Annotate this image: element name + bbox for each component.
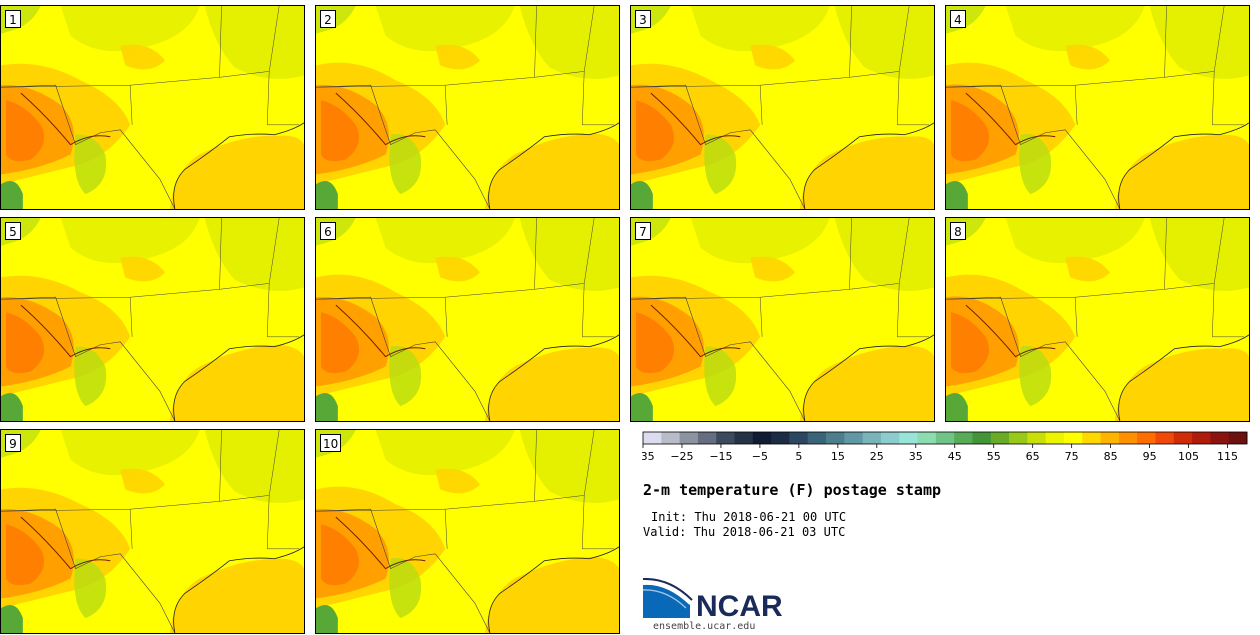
colorbar-bin <box>1082 432 1101 444</box>
colorbar-bin <box>1137 432 1156 444</box>
colorbar-bin <box>1027 432 1047 444</box>
colorbar-tick-label: 5 <box>795 450 802 463</box>
colorbar-bin <box>880 432 900 444</box>
colorbar-bin <box>716 432 735 444</box>
colorbar-tick-label: 35 <box>909 450 923 463</box>
colorbar-bin <box>807 432 827 444</box>
colorbar-bin <box>1210 432 1230 444</box>
colorbar-bin <box>990 432 1010 444</box>
temperature-map <box>1 218 304 421</box>
panel-number: 1 <box>5 10 21 28</box>
colorbar-tick-label: 75 <box>1065 450 1079 463</box>
panel-number: 9 <box>5 434 21 452</box>
temperature-map <box>946 6 1249 209</box>
colorbar-tick-label: −25 <box>670 450 693 463</box>
colorbar-tick-label: −5 <box>752 450 768 463</box>
colorbar-bin <box>1100 432 1120 444</box>
colorbar-bin <box>734 432 754 444</box>
colorbar-tick-label: 85 <box>1104 450 1118 463</box>
colorbar-bin <box>1063 432 1083 444</box>
map-panel-6: 6 <box>315 217 620 422</box>
init-time: Init: Thu 2018-06-21 00 UTC <box>651 510 847 524</box>
panel-number: 8 <box>950 222 966 240</box>
ncar-logo-mark <box>643 583 690 618</box>
map-panel-2: 2 <box>315 5 620 210</box>
colorbar-bin <box>972 432 992 444</box>
colorbar-bin <box>661 432 681 444</box>
colorbar-bin <box>917 432 937 444</box>
temperature-map <box>316 430 619 633</box>
colorbar-bin <box>954 432 973 444</box>
colorbar-tick-label: 115 <box>1217 450 1238 463</box>
ncar-logo: NCAR <box>642 578 783 622</box>
colorbar-tick-label: 45 <box>948 450 962 463</box>
map-panel-1: 1 <box>0 5 305 210</box>
colorbar-bin <box>752 432 772 444</box>
map-panel-10: 10 <box>315 429 620 634</box>
map-panel-4: 4 <box>945 5 1250 210</box>
temperature-colorbar: −35 −25 −15 −5 5 15 25 35 45 55 65 75 85 95 105 115 <box>642 431 1248 463</box>
colorbar-tick-label: 25 <box>870 450 884 463</box>
colorbar-bin <box>1228 432 1248 444</box>
temperature-map <box>946 218 1249 421</box>
map-panel-8: 8 <box>945 217 1250 422</box>
chart-title: 2-m temperature (F) postage stamp <box>643 481 942 499</box>
temperature-map <box>1 430 304 633</box>
colorbar-bin <box>1009 432 1028 444</box>
colorbar-tick-label: 15 <box>831 450 845 463</box>
colorbar-tick-label: 105 <box>1178 450 1199 463</box>
colorbar-bin <box>1045 432 1065 444</box>
colorbar-bin <box>1155 432 1175 444</box>
temperature-map <box>316 6 619 209</box>
colorbar-bin <box>826 432 845 444</box>
colorbar-bin <box>697 432 717 444</box>
temperature-map <box>631 6 934 209</box>
temperature-map <box>631 218 934 421</box>
colorbar-bin <box>771 432 790 444</box>
colorbar-bin <box>643 432 662 444</box>
colorbar-tick-label: −15 <box>709 450 732 463</box>
temperature-map <box>316 218 619 421</box>
map-panel-3: 3 <box>630 5 935 210</box>
colorbar-bin <box>935 432 955 444</box>
colorbar-tick-label: −35 <box>642 450 655 463</box>
colorbar-border <box>642 431 1248 445</box>
panel-number: 5 <box>5 222 21 240</box>
panel-number: 10 <box>320 434 342 452</box>
ncar-logo-text: NCAR <box>696 590 783 622</box>
colorbar-bin <box>1192 432 1211 444</box>
temperature-map <box>1 6 304 209</box>
panel-number: 2 <box>320 10 336 28</box>
panel-number: 6 <box>320 222 336 240</box>
map-panel-9: 9 <box>0 429 305 634</box>
colorbar-bin <box>1173 432 1193 444</box>
panel-number: 7 <box>635 222 651 240</box>
panel-number: 3 <box>635 10 651 28</box>
colorbar-tick-label: 55 <box>987 450 1001 463</box>
colorbar-bin <box>899 432 918 444</box>
panel-number: 4 <box>950 10 966 28</box>
colorbar-tick-label: 65 <box>1026 450 1040 463</box>
colorbar-bin <box>679 432 699 444</box>
colorbar-bin <box>844 432 864 444</box>
colorbar-bin <box>862 432 882 444</box>
map-panel-5: 5 <box>0 217 305 422</box>
colorbar-bin <box>789 432 809 444</box>
valid-time: Valid: Thu 2018-06-21 03 UTC <box>643 525 846 539</box>
site-url: ensemble.ucar.edu <box>653 621 756 632</box>
colorbar-tick-label: 95 <box>1143 450 1157 463</box>
map-panel-7: 7 <box>630 217 935 422</box>
colorbar-bin <box>1118 432 1138 444</box>
